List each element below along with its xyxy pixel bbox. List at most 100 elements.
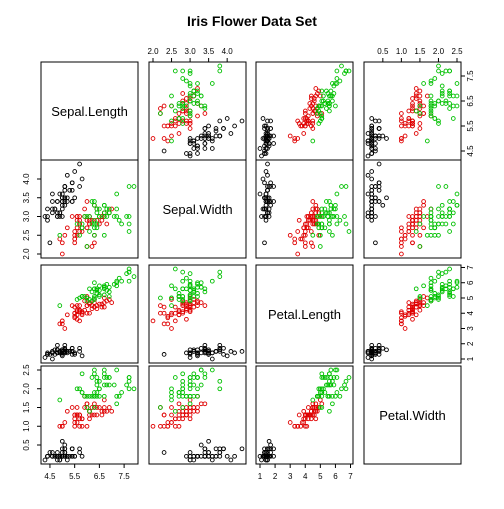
data-point-versicolor (89, 412, 95, 418)
data-point-versicolor (161, 103, 167, 109)
data-point-virginica (198, 367, 204, 373)
data-point-versicolor (172, 423, 178, 429)
data-point-setosa (62, 347, 68, 353)
data-point-virginica (176, 291, 182, 296)
data-point-versicolor (307, 217, 313, 223)
data-point-setosa (262, 453, 267, 459)
panel-sepal-width-vs-sepal-width: Sepal.Width (148, 159, 247, 259)
data-point-virginica (202, 289, 208, 295)
data-point-setosa (206, 123, 211, 129)
data-point-setosa (67, 349, 73, 354)
data-point-versicolor (202, 401, 208, 407)
data-point-versicolor (313, 416, 319, 422)
data-point-setosa (202, 450, 208, 455)
data-point-virginica (424, 303, 430, 308)
data-point-versicolor (180, 412, 186, 418)
data-point-virginica (106, 294, 112, 299)
panel-sepal-length-vs-petal-length (255, 61, 354, 161)
data-point-virginica (454, 103, 460, 109)
data-point-virginica (443, 101, 449, 106)
data-point-virginica (180, 116, 186, 121)
data-point-setosa (262, 240, 267, 246)
data-point-setosa (161, 352, 167, 357)
data-point-virginica (310, 397, 316, 403)
data-point-virginica (327, 221, 332, 227)
data-point-setosa (232, 350, 237, 356)
data-point-setosa (55, 350, 60, 356)
data-point-versicolor (158, 423, 163, 429)
data-point-setosa (369, 169, 375, 174)
data-point-versicolor (417, 88, 423, 94)
data-point-virginica (126, 378, 132, 384)
data-point-virginica (450, 93, 456, 99)
data-point-versicolor (399, 236, 404, 242)
data-point-virginica (187, 298, 193, 304)
data-point-versicolor (304, 214, 310, 219)
data-point-versicolor (59, 251, 65, 257)
x-tick-label: 6 (333, 472, 338, 481)
data-point-versicolor (57, 236, 63, 242)
data-point-setosa (262, 136, 267, 141)
data-point-versicolor (195, 298, 200, 304)
data-point-virginica (124, 382, 129, 388)
panel-frame (148, 365, 247, 465)
data-point-setosa (268, 202, 273, 208)
data-point-versicolor (101, 405, 107, 410)
data-point-versicolor (62, 326, 68, 331)
data-point-setosa (77, 349, 82, 354)
data-point-virginica (106, 210, 112, 216)
data-point-versicolor (169, 123, 174, 129)
data-point-setosa (266, 446, 272, 452)
data-point-setosa (198, 345, 204, 351)
data-point-versicolor (413, 217, 419, 223)
data-point-setosa (191, 453, 197, 459)
data-point-versicolor (302, 416, 308, 422)
data-point-versicolor (307, 412, 313, 418)
data-point-versicolor (195, 408, 200, 414)
data-point-setosa (50, 453, 55, 459)
data-point-virginica (324, 375, 329, 380)
data-point-virginica (87, 286, 92, 292)
data-point-virginica (343, 386, 349, 392)
data-point-virginica (191, 371, 197, 377)
data-point-virginica (421, 283, 426, 289)
data-point-virginica (101, 232, 107, 238)
data-point-setosa (263, 169, 269, 174)
data-point-setosa (59, 453, 65, 459)
data-point-virginica (439, 91, 445, 96)
data-point-virginica (191, 288, 197, 293)
data-point-versicolor (92, 401, 97, 407)
data-point-setosa (59, 450, 65, 455)
data-point-versicolor (302, 244, 308, 249)
data-point-versicolor (150, 318, 156, 324)
data-point-virginica (319, 405, 325, 410)
data-point-setosa (263, 214, 269, 219)
data-point-setosa (69, 187, 75, 193)
data-point-virginica (343, 184, 349, 189)
data-point-virginica (327, 217, 332, 223)
data-point-virginica (87, 408, 92, 414)
data-point-virginica (169, 390, 174, 395)
data-point-versicolor (191, 405, 197, 410)
data-point-virginica (126, 266, 132, 272)
data-point-virginica (84, 393, 90, 399)
data-point-virginica (331, 214, 337, 219)
data-point-setosa (202, 141, 208, 146)
panel-frame (255, 365, 354, 465)
data-point-versicolor (301, 116, 307, 121)
data-point-versicolor (413, 96, 419, 101)
data-point-setosa (202, 131, 208, 136)
data-point-setosa (221, 446, 226, 452)
data-point-virginica (92, 405, 97, 410)
data-point-versicolor (187, 96, 193, 101)
data-point-setosa (59, 350, 65, 356)
data-point-virginica (439, 288, 445, 293)
data-point-setosa (191, 457, 197, 463)
panel-frame (148, 159, 247, 259)
data-point-setosa (373, 195, 378, 201)
data-point-versicolor (72, 310, 78, 316)
data-point-versicolor (169, 133, 174, 139)
data-point-versicolor (84, 294, 90, 299)
data-point-versicolor (62, 420, 68, 425)
data-point-virginica (454, 284, 460, 290)
